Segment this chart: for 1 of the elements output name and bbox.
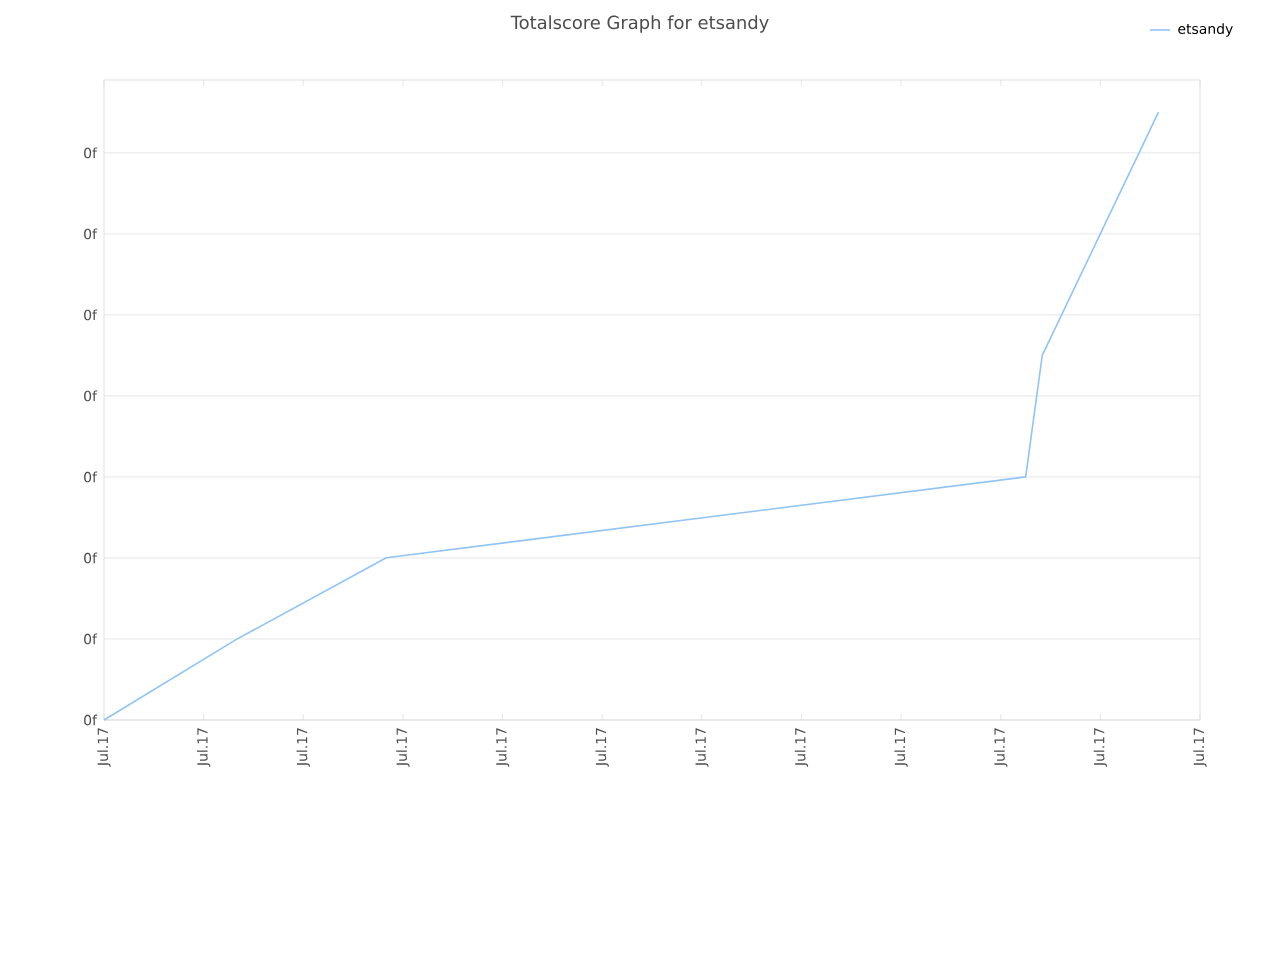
chart-title: Totalscore Graph for etsandy (510, 15, 769, 33)
